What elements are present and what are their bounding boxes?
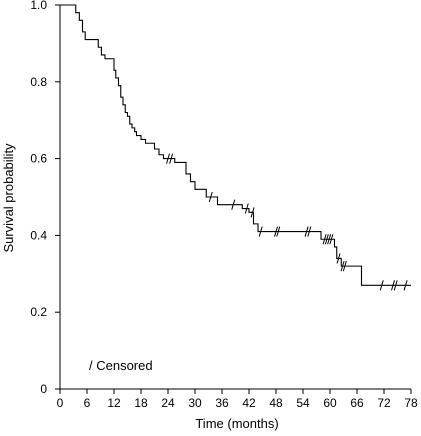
x-axis-label: Time (months) xyxy=(195,416,278,431)
survival-curve-group xyxy=(60,4,411,286)
censor-mark xyxy=(329,234,334,245)
censor-mark xyxy=(276,226,281,237)
censor-mark xyxy=(403,280,408,291)
x-tick-label: 66 xyxy=(350,396,364,410)
legend-censored: / Censored xyxy=(89,358,153,373)
x-tick-label: 24 xyxy=(161,396,175,410)
censor-mark xyxy=(327,234,332,245)
y-axis-ticks: 0 0.2 0.4 0.6 0.8 1.0 xyxy=(30,0,60,396)
x-tick-label: 72 xyxy=(377,396,391,410)
censor-mark xyxy=(258,226,263,237)
censor-mark xyxy=(244,203,249,214)
censor-mark xyxy=(274,226,278,237)
x-tick-label: 54 xyxy=(296,396,310,410)
x-tick-label: 6 xyxy=(84,396,91,410)
censor-mark xyxy=(340,260,345,272)
censor-mark xyxy=(342,260,347,272)
censor-mark xyxy=(336,253,341,264)
censor-mark xyxy=(393,280,398,291)
censor-mark xyxy=(391,280,395,291)
x-tick-label: 36 xyxy=(215,396,229,410)
x-tick-label: 18 xyxy=(134,396,148,410)
y-tick-label: 0.8 xyxy=(30,75,47,89)
censor-mark xyxy=(169,153,174,164)
y-tick-label: 0.4 xyxy=(30,228,47,242)
x-tick-label: 30 xyxy=(188,396,202,410)
censor-mark xyxy=(307,226,312,237)
y-tick-label: 0 xyxy=(40,382,47,396)
x-tick-label: 12 xyxy=(107,396,121,410)
censor-marks-group xyxy=(166,153,408,291)
y-tick-label: 0.6 xyxy=(30,152,47,166)
x-tick-label: 60 xyxy=(323,396,337,410)
x-axis-ticks: 0 6 12 18 24 30 36 42 48 54 60 66 72 78 xyxy=(57,389,418,410)
censor-mark xyxy=(166,153,170,164)
x-tick-label: 0 xyxy=(57,396,64,410)
censor-mark xyxy=(322,234,327,245)
censor-mark xyxy=(208,191,213,203)
censor-mark xyxy=(250,207,255,218)
survival-step-line xyxy=(60,4,411,286)
x-tick-label: 42 xyxy=(242,396,256,410)
y-tick-label: 0.2 xyxy=(30,305,47,319)
y-tick-label: 1.0 xyxy=(30,0,47,12)
censor-mark xyxy=(379,280,384,291)
x-tick-label: 48 xyxy=(269,396,283,410)
censor-mark xyxy=(231,199,236,210)
censor-mark xyxy=(324,234,329,245)
y-axis-label: Survival probability xyxy=(1,143,16,253)
x-tick-label: 78 xyxy=(404,396,418,410)
censor-mark xyxy=(304,226,309,237)
axes xyxy=(59,5,411,390)
